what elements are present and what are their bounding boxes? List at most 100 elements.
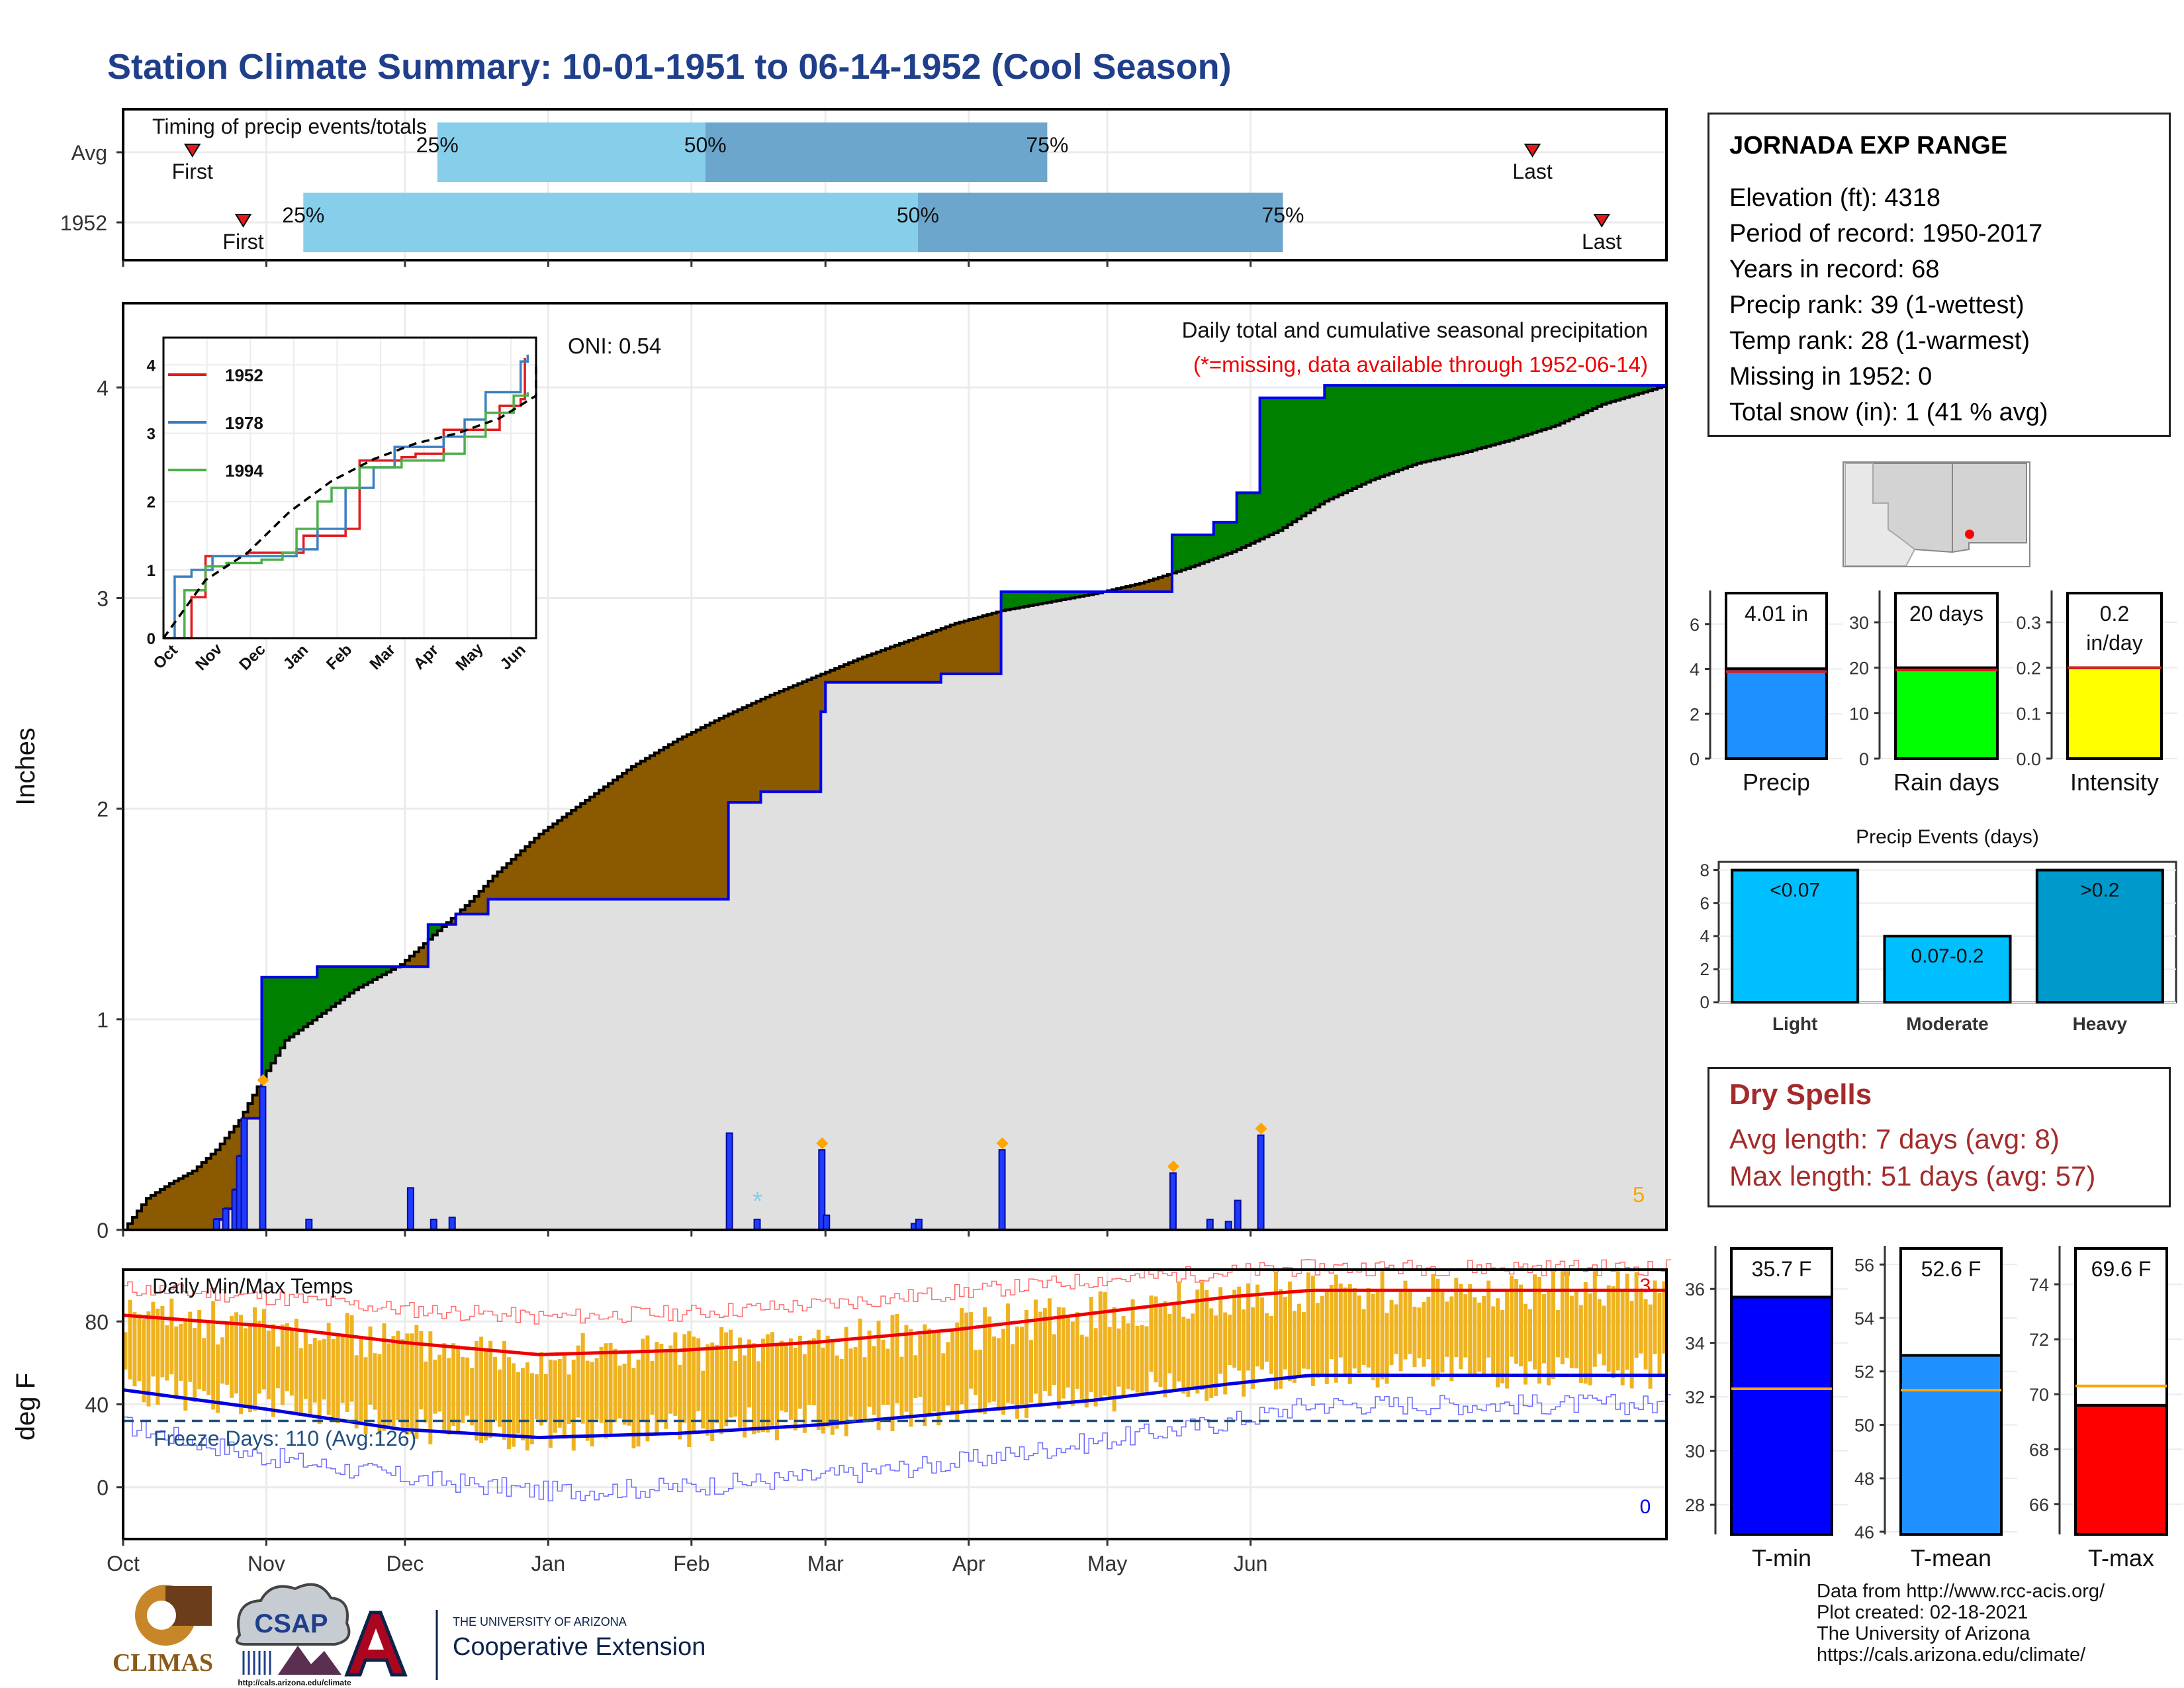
temp-yaxis-label: deg F [11, 1373, 40, 1440]
daily-temp-range-bar [969, 1312, 974, 1389]
daily-temp-range-bar [507, 1357, 511, 1450]
precip-chart-title: Daily total and cumulative seasonal prec… [1182, 318, 1648, 342]
daily-temp-range-bar [437, 1354, 442, 1412]
daily-temp-range-bar [433, 1359, 437, 1414]
precip-total-value-label: 4.01 in [1745, 602, 1808, 626]
daily-temp-range-bar [1181, 1317, 1186, 1394]
credit-line: The University of Arizona [1817, 1623, 2030, 1644]
daily-temp-range-bar [132, 1312, 137, 1387]
daily-precip-bar [1257, 1134, 1265, 1231]
daily-temp-range-bar [248, 1323, 252, 1413]
daily-temp-range-bar [359, 1338, 363, 1425]
daily-temp-range-bar [363, 1357, 368, 1434]
station-info-line: Precip rank: 39 (1-wettest) [1729, 291, 2025, 319]
precip-events-bar [2035, 868, 2164, 1004]
precip-events-ytick-label: 8 [1700, 860, 1709, 880]
precip-ytick-label: 2 [97, 798, 109, 821]
daily-temp-range-bar [275, 1346, 280, 1389]
precip-panel-frame [122, 302, 1668, 1231]
daily-temp-range-bar [729, 1329, 733, 1418]
rain-days-ytick-label: 0 [1859, 749, 1869, 769]
daily-temp-range-bar [1297, 1303, 1301, 1378]
daily-temp-range-bar [174, 1326, 179, 1398]
precip-events-ytick-label: 0 [1700, 992, 1709, 1012]
timing-panel-frame [122, 108, 1668, 261]
daily-temp-range-bar [179, 1323, 183, 1381]
record-max-line [123, 1259, 1671, 1325]
daily-temp-range-bar [1301, 1312, 1306, 1369]
daily-temp-range-bar [539, 1352, 543, 1426]
station-info-line: Temp rank: 28 (1-warmest) [1729, 327, 2030, 355]
daily-temp-range-bar [766, 1334, 770, 1433]
daily-temp-range-bar [1232, 1289, 1237, 1368]
intensity-value-label: 0.2 [2100, 602, 2129, 626]
daily-precip-bar [305, 1219, 313, 1231]
climas-logo-mark [147, 1601, 176, 1630]
month-xtick-label: Jan [531, 1552, 566, 1575]
daily-precip-bar [448, 1216, 456, 1231]
daily-temp-range-bar [1172, 1305, 1177, 1392]
daily-temp-range-bar [747, 1339, 752, 1408]
daily-temp-range-bar [1486, 1280, 1491, 1358]
daily-temp-range-bar [1583, 1282, 1588, 1384]
daily-temp-range-bar [761, 1338, 766, 1432]
oni-annotation: ONI: 0.54 [568, 334, 661, 358]
daily-temp-range-bar [1214, 1315, 1218, 1396]
daily-temp-range-bar [1431, 1274, 1435, 1387]
daily-temp-range-bar [1454, 1278, 1459, 1358]
daily-temp-range-bar [1103, 1292, 1107, 1396]
daily-temp-range-bar [1398, 1291, 1403, 1372]
daily-temp-range-bar [974, 1350, 978, 1395]
tmean-value-label: 52.6 F [1921, 1257, 1981, 1281]
precip-events-ytick-label: 6 [1700, 893, 1709, 913]
station-info-line: Elevation (ft): 4318 [1729, 184, 1940, 212]
daily-temp-range-bar [239, 1315, 244, 1415]
daily-temp-range-bar [627, 1351, 631, 1426]
station-info-line: Period of record: 1950-2017 [1729, 220, 2043, 248]
precip-ytick-label: 3 [97, 586, 109, 610]
daily-temp-range-bar [1177, 1282, 1181, 1382]
daily-temp-range-bar [802, 1354, 807, 1433]
daily-temp-range-bar [655, 1342, 659, 1434]
daily-temp-range-bar [668, 1345, 673, 1414]
daily-temp-range-bar [997, 1338, 1001, 1411]
daily-temp-range-bar [1551, 1270, 1555, 1380]
daily-temp-range-bar [1639, 1292, 1643, 1354]
daily-temp-range-bar [1422, 1301, 1426, 1367]
daily-temp-range-bar [1061, 1307, 1066, 1399]
daily-temp-range-bar [738, 1337, 743, 1429]
tmax-ytick-label: 66 [2029, 1495, 2049, 1515]
daily-precip-bar [1234, 1199, 1242, 1231]
daily-temp-range-bar [756, 1361, 761, 1433]
observed-cumulative-line [123, 384, 1666, 1231]
daily-temp-range-bar [1130, 1299, 1135, 1391]
precip-total-ytick-label: 2 [1690, 704, 1700, 724]
daily-temp-range-bar [1075, 1312, 1079, 1389]
daily-temp-range-bar [1514, 1279, 1519, 1364]
daily-temp-range-bar [298, 1348, 303, 1416]
inset-ytick-label: 2 [147, 494, 156, 512]
precip-events-value-label: <0.07 [1770, 879, 1820, 901]
daily-temp-range-bar [1629, 1301, 1634, 1389]
daily-temp-range-bar [927, 1329, 932, 1414]
tmean-ytick-label: 48 [1854, 1469, 1874, 1489]
daily-precip-bar [915, 1219, 923, 1231]
daily-temp-range-bar [1093, 1328, 1098, 1407]
month-xtick-label: Feb [673, 1552, 709, 1575]
temp-ytick-label: 0 [97, 1476, 109, 1500]
daily-temp-range-bar [211, 1301, 216, 1410]
daily-temp-range-bar [932, 1331, 936, 1412]
daily-temp-range-bar [206, 1322, 211, 1395]
daily-temp-range-bar [1320, 1295, 1324, 1374]
daily-temp-range-bar [368, 1326, 373, 1405]
intensity-ytick-label: 0.1 [2016, 704, 2041, 724]
daily-temp-range-bar [1329, 1284, 1334, 1360]
daily-temp-range-bar [1597, 1299, 1602, 1354]
precip-events-category-label: Light [1772, 1013, 1817, 1034]
daily-temp-range-bar [1158, 1303, 1163, 1387]
precip-ytick-label: 4 [97, 376, 109, 400]
ua-logo-big-text: Cooperative Extension [453, 1633, 705, 1661]
tmean-category-label: T-mean [1911, 1544, 1991, 1571]
precip-deficit-area [127, 574, 1173, 1230]
daily-temp-range-bar [1546, 1289, 1551, 1385]
